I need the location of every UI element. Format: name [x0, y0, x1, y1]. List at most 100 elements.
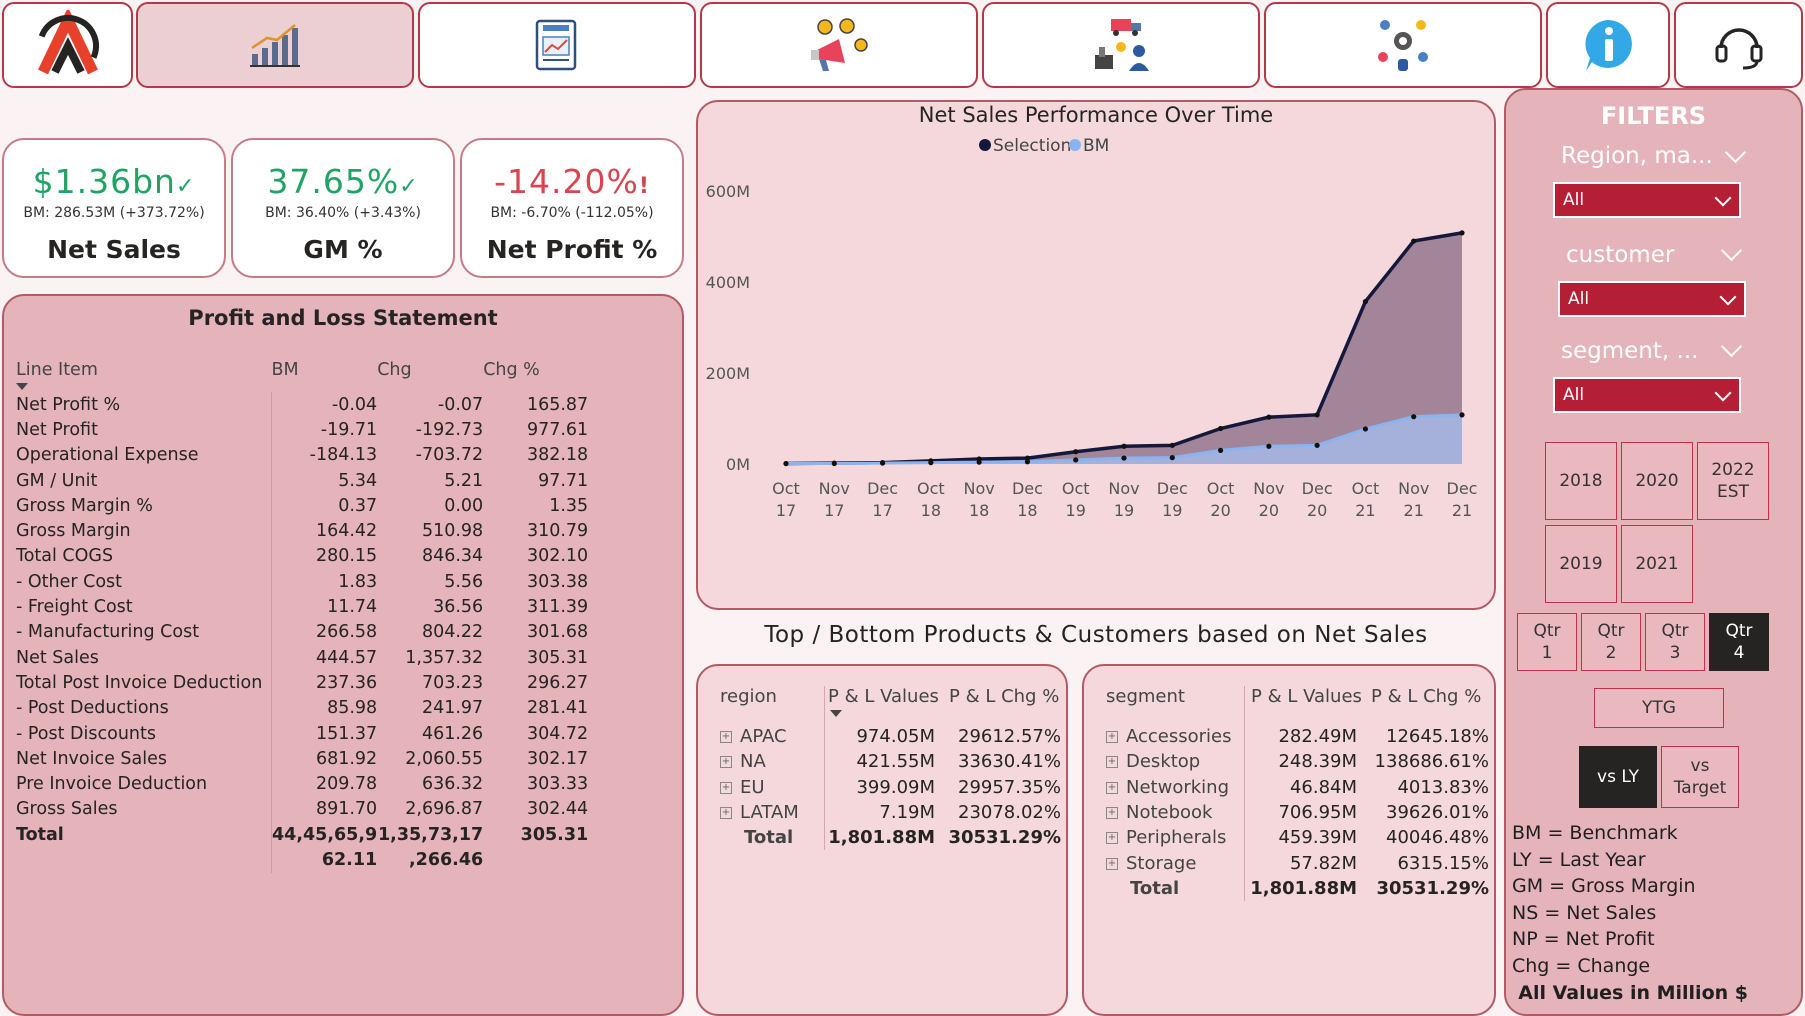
expand-icon[interactable]: +: [720, 756, 732, 769]
pl-value: 7.19M: [824, 799, 945, 826]
chevron-down-icon[interactable]: [1724, 141, 1747, 164]
supply-chain-icon: [1095, 19, 1149, 71]
nav-info[interactable]: [1546, 2, 1670, 88]
nav-marketing-view[interactable]: [700, 2, 978, 88]
data-point: [1411, 414, 1417, 420]
chevron-down-icon[interactable]: [1720, 335, 1743, 358]
nav-support[interactable]: [1674, 2, 1803, 88]
data-point: [1362, 298, 1369, 305]
y-tick-label: 600M: [706, 182, 750, 201]
year-button-2019[interactable]: 2019: [1545, 525, 1617, 603]
year-button-2018[interactable]: 2018: [1545, 442, 1617, 520]
segment-row[interactable]: + Notebook 706.95M 39626.01%: [1106, 799, 1489, 826]
logo-tile[interactable]: [2, 2, 133, 88]
segment-row[interactable]: + Networking 46.84M 4013.83%: [1106, 774, 1489, 800]
pl-value: 302.10: [526, 546, 589, 567]
expand-icon[interactable]: +: [720, 807, 732, 820]
pl-value: 382.18: [526, 445, 589, 466]
pl-value: 5.56: [444, 571, 484, 592]
legend-line: GM = Gross Margin: [1512, 875, 1696, 898]
vs-target-button[interactable]: vs Target: [1661, 746, 1739, 808]
quarter-button-2[interactable]: Qtr 2: [1581, 613, 1641, 671]
pl-chg: 138686.61%: [1374, 751, 1489, 773]
chevron-down-icon[interactable]: [1720, 239, 1743, 262]
expand-icon[interactable]: +: [1106, 756, 1118, 769]
pl-row: - Manufacturing Cost 266.58 804.22 301.68: [16, 619, 588, 645]
region-row[interactable]: + LATAM 7.19M 23078.02%: [720, 799, 1061, 826]
pl-table: Line Item BM Chg Chg % Net Profit % -0.04…: [16, 360, 589, 873]
pl-value: 1.35: [549, 495, 589, 516]
pl-row: Gross Margin 164.42 510.98 310.79: [16, 518, 588, 544]
x-tick-label: 19: [1114, 501, 1134, 520]
col-segment[interactable]: segment: [1106, 686, 1185, 707]
vs-ly-button[interactable]: vs LY: [1579, 746, 1657, 808]
year-button-2021[interactable]: 2021: [1621, 525, 1693, 603]
pl-value: 303.33: [526, 774, 589, 795]
region-row[interactable]: + APAC 974.05M 29612.57%: [720, 724, 1061, 750]
nav-executive-view[interactable]: [1264, 2, 1542, 88]
segment-row[interactable]: + Accessories 282.49M 12645.18%: [1106, 724, 1489, 750]
data-point: [1121, 455, 1127, 461]
col-pl-values[interactable]: P & L Values: [824, 686, 945, 724]
segment-name: Networking: [1126, 776, 1229, 798]
nav-finance-view[interactable]: [136, 2, 414, 88]
pl-value: 2,060.55: [405, 748, 484, 769]
segment-row[interactable]: + Peripherals 459.39M 40046.48%: [1106, 825, 1489, 851]
region-row[interactable]: + EU 399.09M 29957.35%: [720, 774, 1061, 800]
sales-report-icon: [535, 19, 577, 71]
atliq-logo-icon: [36, 10, 99, 77]
pl-line-item: Total COGS: [16, 546, 114, 567]
segment-dropdown[interactable]: All: [1553, 377, 1741, 413]
col-bm[interactable]: BM: [271, 360, 299, 380]
pl-value: 2,696.87: [405, 799, 484, 820]
region-table: region P & L Values P & L Chg % + APAC 974…: [720, 686, 1061, 851]
dropdown-value: All: [1568, 289, 1590, 309]
legend-line: NP = Net Profit: [1512, 928, 1655, 951]
nav-sales-view[interactable]: [418, 2, 696, 88]
expand-icon[interactable]: +: [1106, 731, 1118, 744]
year-button-2022-est[interactable]: 2022 EST: [1697, 442, 1769, 520]
pl-value: 846.34: [421, 546, 484, 567]
col-region[interactable]: region: [720, 686, 777, 707]
col-chg-pct[interactable]: Chg %: [483, 360, 540, 380]
x-tick-label: Oct: [1062, 479, 1090, 498]
col-chg[interactable]: Chg: [377, 360, 412, 380]
pl-line-item: Net Profit %: [16, 394, 121, 415]
expand-icon[interactable]: +: [1106, 832, 1118, 845]
total-chg: 30531.29%: [948, 827, 1061, 849]
expand-icon[interactable]: +: [1106, 781, 1118, 794]
segment-row[interactable]: + Storage 57.82M 6315.15%: [1106, 850, 1489, 876]
pl-chg: 33630.41%: [958, 751, 1061, 773]
quarter-button-1[interactable]: Qtr 1: [1517, 613, 1577, 671]
year-button-2020[interactable]: 2020: [1621, 442, 1693, 520]
expand-icon[interactable]: +: [720, 731, 732, 744]
quarter-button-3[interactable]: Qtr 3: [1645, 613, 1705, 671]
quarter-button-4[interactable]: Qtr 4: [1709, 613, 1769, 671]
expand-icon[interactable]: +: [1106, 807, 1118, 820]
pl-chg: 23078.02%: [958, 802, 1061, 824]
ytg-button[interactable]: YTG: [1594, 688, 1724, 728]
pl-header-row: Line Item BM Chg Chg %: [16, 360, 588, 392]
x-tick-label: 17: [872, 501, 892, 520]
expand-icon[interactable]: +: [1106, 857, 1118, 870]
region-row[interactable]: + NA 421.55M 33630.41%: [720, 749, 1061, 775]
pl-row: - Freight Cost 11.74 36.56 311.39: [16, 594, 588, 620]
chart-title: Net Sales Performance Over Time: [919, 103, 1273, 127]
expand-icon[interactable]: +: [720, 781, 732, 794]
col-line-item[interactable]: Line Item: [16, 360, 272, 392]
customer-dropdown[interactable]: All: [1558, 281, 1746, 317]
legend-marker: [1069, 139, 1081, 151]
pl-line-item: - Other Cost: [16, 571, 123, 592]
col-pl-values[interactable]: P & L Values: [1244, 686, 1367, 724]
settings-people-icon: [1378, 20, 1428, 71]
data-point: [1169, 455, 1175, 461]
pl-value: 974.05M: [824, 724, 945, 750]
total-label: Total: [744, 827, 794, 849]
nav-supply-chain-view[interactable]: [982, 2, 1260, 88]
x-tick-label: Oct: [1207, 479, 1235, 498]
col-pl-chg[interactable]: P & L Chg %: [1371, 686, 1482, 707]
segment-row[interactable]: + Desktop 248.39M 138686.61%: [1106, 749, 1489, 775]
col-pl-chg[interactable]: P & L Chg %: [949, 686, 1060, 707]
x-tick-label: Nov: [1108, 479, 1139, 498]
region-dropdown[interactable]: All: [1553, 182, 1741, 218]
